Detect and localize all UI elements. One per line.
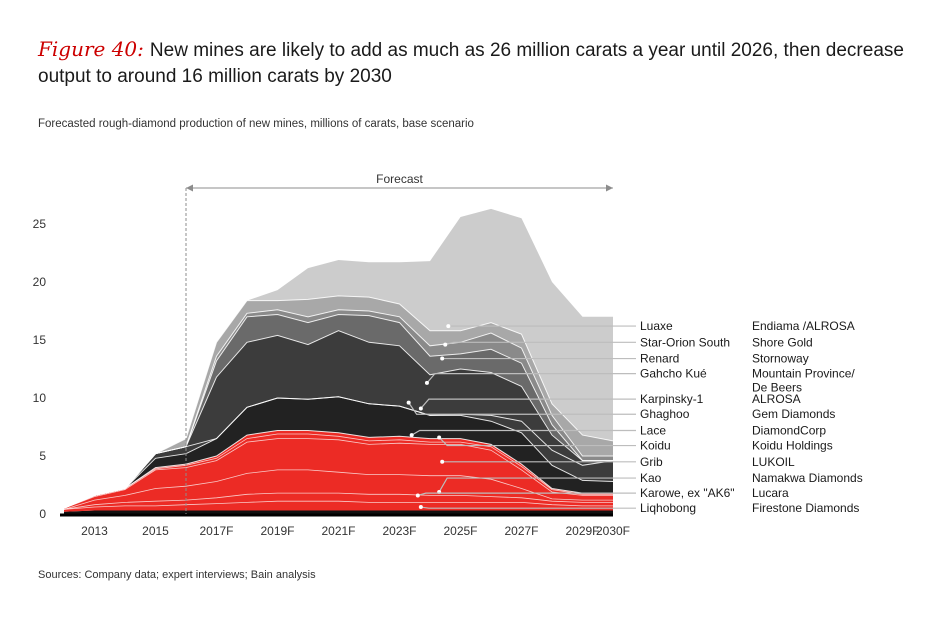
area-band-dark-mid bbox=[64, 396, 613, 509]
leader-line bbox=[417, 492, 636, 497]
area-band-luaxe bbox=[64, 208, 613, 509]
x-tick-label: 2023F bbox=[382, 524, 416, 538]
y-tick-label: 10 bbox=[33, 391, 47, 405]
mine-name: Gahcho Kué bbox=[640, 367, 707, 381]
x-tick-label: 2021F bbox=[321, 524, 355, 538]
leader-dot bbox=[443, 342, 448, 347]
y-tick-label: 20 bbox=[33, 275, 47, 289]
leader-dot bbox=[415, 493, 420, 498]
forecast-arrow-left bbox=[186, 184, 193, 192]
leader-line bbox=[438, 477, 636, 493]
red-band-line-2 bbox=[63, 492, 613, 510]
x-tick-label: 2029F bbox=[565, 524, 599, 538]
leader-line bbox=[438, 437, 636, 447]
mine-owner: Endiama /ALROSA bbox=[752, 319, 855, 333]
leader-dot bbox=[424, 380, 429, 385]
y-tick-label: 25 bbox=[33, 217, 47, 231]
x-tick-label: 2025F bbox=[443, 524, 477, 538]
leader-line bbox=[426, 373, 636, 384]
area-band-karpinsky bbox=[64, 330, 613, 509]
figure-title: Figure 40: New mines are likely to add as… bbox=[38, 36, 918, 90]
leader-dot bbox=[437, 435, 442, 440]
boundary-line-star-orion-south bbox=[63, 295, 614, 509]
area-band-gahcho-kue bbox=[64, 314, 613, 509]
mine-owner: Koidu Holdings bbox=[752, 439, 833, 453]
mine-legend: Luaxe Endiama /ALROSA Star-Orion South Shor… bbox=[406, 319, 863, 515]
area-band-base bbox=[64, 510, 613, 514]
x-tick-label: 2019F bbox=[260, 524, 294, 538]
boundary-line-red-total bbox=[63, 430, 613, 509]
mine-owner: De Beers bbox=[752, 381, 802, 395]
mine-name: Karpinsky-1 bbox=[640, 392, 704, 406]
red-band-line-3 bbox=[63, 469, 613, 510]
mine-owner: Namakwa Diamonds bbox=[752, 471, 863, 485]
mine-name: Liqhobong bbox=[640, 501, 696, 515]
y-tick-label: 15 bbox=[33, 333, 47, 347]
mine-name: Koidu bbox=[640, 439, 671, 453]
forecast-label: Forecast bbox=[376, 172, 423, 186]
mine-owner: Firestone Diamonds bbox=[752, 501, 859, 515]
x-tick-label: 2015 bbox=[142, 524, 169, 538]
figure-title-text: New mines are likely to add as much as 2… bbox=[38, 40, 904, 87]
red-band-line-1 bbox=[63, 500, 613, 510]
red-band-line-4 bbox=[63, 438, 613, 509]
mine-name: Star-Orion South bbox=[640, 335, 730, 349]
mine-name: Kao bbox=[640, 471, 662, 485]
x-tick-label: 2017F bbox=[199, 524, 233, 538]
y-tick-label: 5 bbox=[39, 449, 46, 463]
mine-owner: DiamondCorp bbox=[752, 423, 826, 437]
leader-line bbox=[420, 398, 636, 409]
mine-owner: Mountain Province/ bbox=[752, 367, 855, 381]
x-tick-label: 2030F bbox=[596, 524, 630, 538]
forecast-marker: Forecast bbox=[185, 172, 613, 514]
x-tick-label: 2013 bbox=[81, 524, 108, 538]
mine-owner: ALROSA bbox=[752, 392, 801, 406]
mine-owner: Lucara bbox=[752, 486, 789, 500]
leader-line bbox=[411, 429, 636, 436]
leader-line bbox=[420, 506, 636, 509]
mine-name: Karowe, ex "AK6" bbox=[640, 486, 735, 500]
mine-owner: Stornoway bbox=[752, 352, 809, 366]
stacked-areas bbox=[64, 208, 613, 514]
leader-line bbox=[445, 341, 636, 346]
leader-dot bbox=[406, 400, 411, 405]
area-band-mid-dark bbox=[64, 396, 613, 509]
red-band-line-5 bbox=[63, 433, 613, 509]
chart-axes: 0 5 10 15 20 25 2013 2015 2017F 2019F 2021F 2023F 20… bbox=[33, 217, 630, 538]
mine-name: Grib bbox=[640, 455, 663, 469]
area-band-red-total bbox=[64, 430, 613, 512]
chart-subtitle: Forecasted rough-diamond production of n… bbox=[38, 118, 474, 130]
source-note: Sources: Company data; expert interviews… bbox=[38, 569, 316, 581]
mine-name: Luaxe bbox=[640, 319, 673, 333]
mine-name: Lace bbox=[640, 423, 666, 437]
mine-owner: Shore Gold bbox=[752, 335, 813, 349]
leader-dot bbox=[418, 505, 423, 510]
mine-owner: LUKOIL bbox=[752, 455, 795, 469]
mine-name: Renard bbox=[640, 352, 679, 366]
mine-owner: Gem Diamonds bbox=[752, 407, 835, 421]
y-tick-label: 0 bbox=[39, 507, 46, 521]
leader-dot bbox=[409, 433, 414, 438]
mine-name: Ghaghoo bbox=[640, 407, 690, 421]
area-boundary-lines bbox=[63, 295, 614, 510]
figure-label: Figure 40: bbox=[38, 37, 144, 61]
leader-dot bbox=[446, 324, 451, 329]
leader-dot bbox=[418, 406, 423, 411]
forecast-arrow-right bbox=[606, 184, 613, 192]
leader-dot bbox=[440, 459, 445, 464]
leader-dot bbox=[440, 356, 445, 361]
x-tick-label: 2027F bbox=[504, 524, 538, 538]
leader-line bbox=[408, 402, 636, 415]
